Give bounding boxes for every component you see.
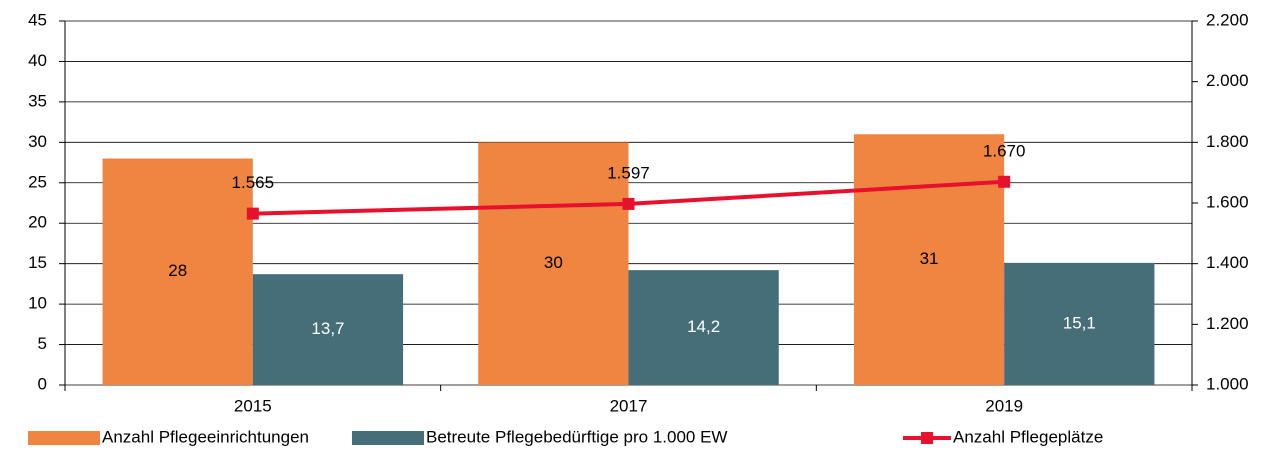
bar xyxy=(478,142,629,385)
y-tick-label: 35 xyxy=(28,91,47,110)
line-marker xyxy=(622,197,635,210)
bar-label: 30 xyxy=(544,253,563,272)
y2-tick-label: 1.000 xyxy=(1206,374,1249,393)
legend-label: Anzahl Pflegeeinrichtungen xyxy=(102,427,309,446)
line-marker xyxy=(998,175,1011,188)
bar-label: 14,2 xyxy=(687,317,720,336)
y-tick-label: 15 xyxy=(28,253,47,272)
y-tick-label: 45 xyxy=(28,10,47,29)
y-tick-label: 10 xyxy=(28,294,47,313)
y2-tick-label: 1.800 xyxy=(1206,132,1249,151)
bar-label: 15,1 xyxy=(1063,313,1096,332)
line-label: 1.597 xyxy=(607,163,650,182)
bar-label: 31 xyxy=(920,249,939,268)
legend-label: Anzahl Pflegeplätze xyxy=(953,427,1103,446)
y-tick-label: 30 xyxy=(28,132,47,151)
bar xyxy=(1004,262,1155,385)
y-tick-label: 20 xyxy=(28,213,47,232)
legend-swatch xyxy=(352,431,424,445)
line-label: 1.565 xyxy=(232,173,275,192)
y-tick-label: 5 xyxy=(38,334,47,353)
y2-tick-label: 2.200 xyxy=(1206,10,1249,29)
bar xyxy=(628,270,779,385)
bar-label: 13,7 xyxy=(311,319,344,338)
bar xyxy=(252,274,404,385)
legend-marker xyxy=(921,432,933,444)
legend-swatch xyxy=(28,431,100,445)
x-tick-label: 2019 xyxy=(985,396,1023,415)
bar xyxy=(853,134,1005,385)
x-tick-label: 2017 xyxy=(610,396,648,415)
y2-tick-label: 1.600 xyxy=(1206,192,1249,211)
y2-tick-label: 1.400 xyxy=(1206,253,1249,272)
line-label: 1.670 xyxy=(983,141,1026,160)
y-tick-label: 25 xyxy=(28,172,47,191)
x-tick-label: 2015 xyxy=(234,396,272,415)
y2-tick-label: 1.200 xyxy=(1206,314,1249,333)
line-marker xyxy=(246,207,259,220)
legend-label: Betreute Pflegebedürftige pro 1.000 EW xyxy=(426,427,727,446)
bar xyxy=(102,158,253,385)
y-tick-label: 0 xyxy=(38,374,47,393)
bar-label: 28 xyxy=(168,261,187,280)
y-tick-label: 40 xyxy=(28,51,47,70)
y2-tick-label: 2.000 xyxy=(1206,71,1249,90)
